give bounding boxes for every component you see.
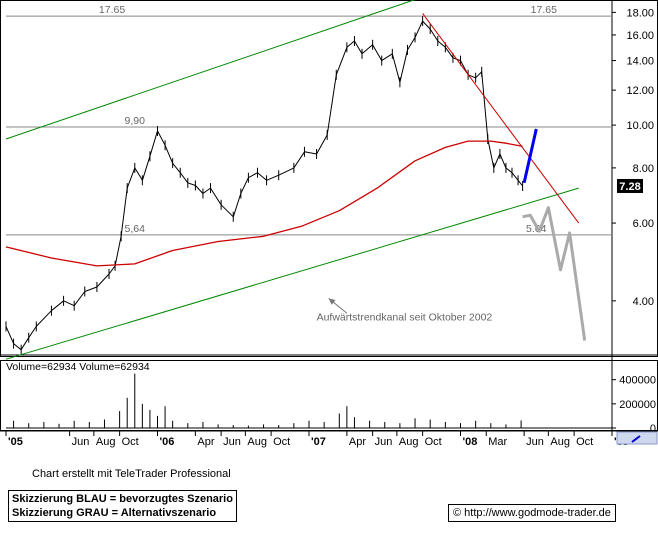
volume-legend: Volume=62934 Volume=62934 xyxy=(6,361,150,373)
corner-widget-mark xyxy=(631,435,641,443)
scenario-blue-line xyxy=(522,128,538,184)
x-tick-label: '08 xyxy=(463,436,478,448)
arrow-head xyxy=(328,298,336,305)
volume-tick-label: 200000 xyxy=(619,399,656,411)
y-tick-label: 8.00 xyxy=(633,163,654,175)
credit-text: Chart erstellt mit TeleTrader Profession… xyxy=(32,468,231,480)
x-tick-label: '05 xyxy=(8,436,23,448)
x-tick-label: Jun xyxy=(223,436,241,448)
x-tick-label: Oct xyxy=(273,436,290,448)
y-tick-label: 6.00 xyxy=(633,218,654,230)
level-label: 17.65 xyxy=(531,4,557,16)
y-tick-label: 10.00 xyxy=(626,120,654,132)
moving-average-line xyxy=(5,140,523,267)
volume-tick-label: 0 xyxy=(650,423,656,435)
source-url[interactable]: © http://www.godmode-trader.de xyxy=(448,504,616,522)
price-panel: 18.00 16.00 14.00 12.00 10.00 8.00 6.00 4.00 17.… xyxy=(0,0,658,431)
trend-channel-upper-line xyxy=(5,0,416,140)
y-tick-label: 12.00 xyxy=(626,85,654,97)
legend-blue-line: Skizzierung BLAU = bevorzugtes Szenario xyxy=(12,493,233,505)
y-tick-label: 14.00 xyxy=(626,56,654,68)
x-tick-label: Apr xyxy=(197,436,214,448)
scenario-legend: Skizzierung BLAU = bevorzugtes Szenario … xyxy=(8,490,237,522)
x-tick-label: '06 xyxy=(160,436,175,448)
level-label: 9,90 xyxy=(125,115,146,127)
channel-annotation: Aufwärtstrendkanal seit Oktober 2002 xyxy=(317,312,493,324)
x-tick-label: Oct xyxy=(122,436,139,448)
x-tick-label: Apr xyxy=(349,436,366,448)
x-tick-label: Aug xyxy=(96,436,116,448)
volume-panel: Volume=62934 Volume=62934 400000 200000 0 xyxy=(0,360,658,435)
x-tick-label: Jun xyxy=(526,436,544,448)
y-tick-label: 4.00 xyxy=(633,296,654,308)
y-tick-label: 16.00 xyxy=(626,30,654,42)
x-tick-label: '07 xyxy=(311,436,326,448)
volume-tick-label: 400000 xyxy=(619,375,656,387)
price-panel-frame xyxy=(0,0,658,357)
trend-channel-lower-line xyxy=(5,187,579,360)
x-tick-label: Oct xyxy=(576,436,593,448)
x-axis: '05 Jun Aug Oct '06 Apr Jun Aug Oct '07 Apr Jun Aug O… xyxy=(0,430,658,448)
last-price-box xyxy=(617,178,643,193)
x-tick-label: Aug xyxy=(550,436,570,448)
y-tick-label: 18.00 xyxy=(626,7,654,19)
scenario-grey-line xyxy=(522,206,587,341)
last-price-label: 7.28 xyxy=(619,181,640,193)
legend-grey-line: Skizzierung GRAU = Alternativszenario xyxy=(12,507,217,519)
x-tick-label: Aug xyxy=(247,436,267,448)
price-line xyxy=(5,20,523,351)
level-label: 5,64 xyxy=(125,223,146,235)
x-tick-label: Oct xyxy=(425,436,442,448)
x-tick-label: Aug xyxy=(399,436,419,448)
resistance-line-line xyxy=(422,13,580,224)
x-tick-label: Jun xyxy=(375,436,393,448)
x-tick-label: Mar xyxy=(488,436,507,448)
x-tick-label: Jun xyxy=(72,436,90,448)
level-label: 17.65 xyxy=(99,4,125,16)
